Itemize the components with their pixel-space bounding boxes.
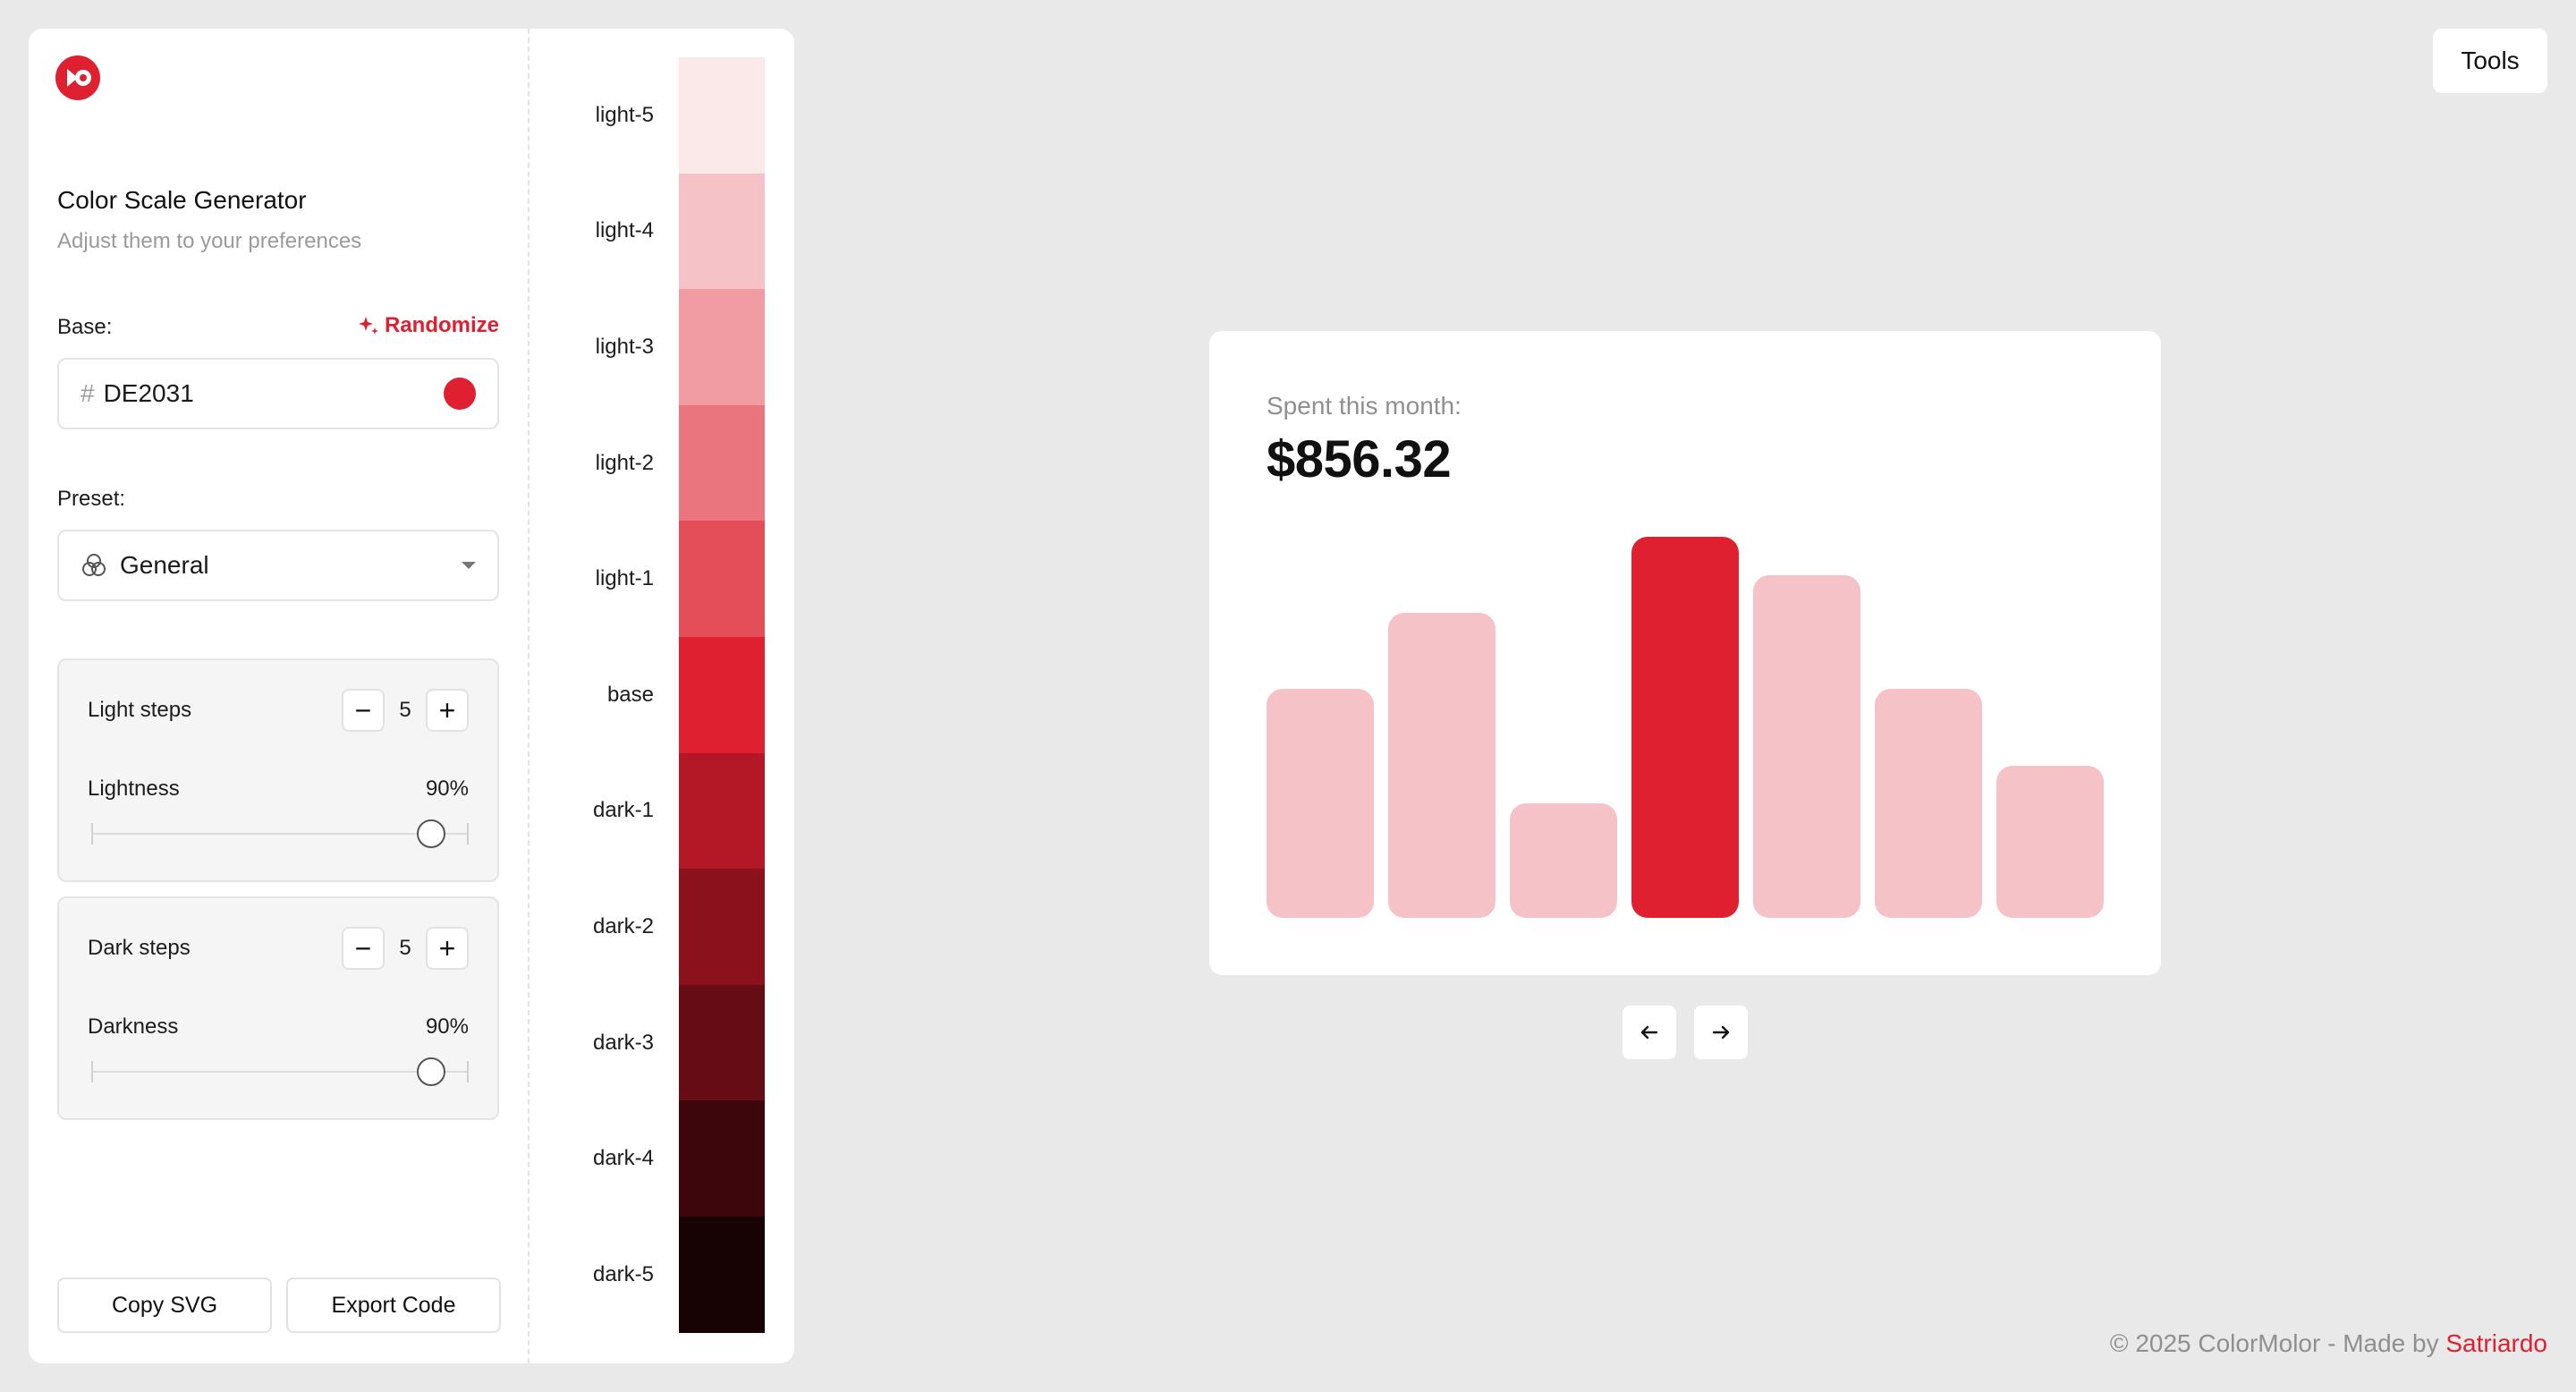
scale-step-dark-1[interactable]: dark-1 [593, 752, 765, 870]
slider-thumb[interactable] [416, 1057, 445, 1086]
darkness-slider[interactable] [91, 1057, 469, 1086]
preset-select[interactable]: General [57, 530, 499, 601]
randomize-label: Randomize [384, 313, 499, 337]
base-color-value[interactable]: DE2031 [103, 379, 194, 407]
scale-label: dark-5 [592, 1261, 654, 1286]
scale-step-dark-3[interactable]: dark-3 [593, 984, 765, 1101]
light-steps-label: Light steps [88, 698, 192, 722]
increment-button[interactable]: + [426, 689, 469, 732]
spent-amount: $856.32 [1267, 430, 1452, 488]
footer: © 2025 ColorMolor - Made by Satriardo [2110, 1329, 2547, 1358]
hash-prefix: # [80, 379, 95, 407]
scale-step-light-2[interactable]: light-2 [596, 404, 765, 522]
sparkle-icon [358, 317, 378, 335]
panel-divider [528, 29, 530, 1363]
dark-steps-box: Dark steps − 5 + Darkness 90% [57, 896, 499, 1120]
lightness-slider[interactable] [91, 819, 469, 848]
preview-card: Spent this month: $856.32 [1209, 331, 2161, 975]
scale-step-light-4[interactable]: light-4 [596, 173, 765, 290]
chart-bar [1753, 574, 1860, 918]
scale-swatch[interactable] [679, 404, 765, 522]
slider-thumb[interactable] [416, 819, 445, 848]
light-steps-box: Light steps − 5 + Lightness 90% [57, 658, 499, 882]
chart-bar [1267, 689, 1374, 918]
darkness-value: 90% [425, 1014, 469, 1039]
decrement-button[interactable]: − [342, 927, 385, 970]
copy-svg-button[interactable]: Copy SVG [57, 1277, 272, 1333]
increment-button[interactable]: + [426, 927, 469, 970]
scale-swatch[interactable] [679, 1216, 765, 1333]
preset-label: Preset: [57, 487, 126, 511]
scale-label: dark-2 [592, 913, 654, 938]
preset-value: General [120, 551, 209, 579]
lightness-label: Lightness [88, 777, 180, 801]
scale-swatch[interactable] [679, 521, 765, 637]
color-swatch[interactable] [444, 378, 476, 410]
spent-label: Spent this month: [1267, 392, 1462, 420]
tools-button[interactable]: Tools [2433, 29, 2547, 93]
app-subtitle: Adjust them to your preferences [57, 229, 362, 253]
scale-step-dark-4[interactable]: dark-4 [593, 1100, 765, 1217]
chart-bar [1875, 689, 1982, 918]
scale-step-base[interactable]: base [607, 636, 765, 753]
chart-bar [1996, 765, 2104, 918]
author-link[interactable]: Satriardo [2445, 1329, 2547, 1357]
scale-swatch[interactable] [679, 752, 765, 870]
chevron-down-icon [462, 562, 476, 569]
scale-label: light-4 [595, 218, 654, 243]
scale-swatch[interactable] [679, 57, 765, 174]
scale-label: dark-1 [592, 798, 654, 823]
scale-swatch[interactable] [679, 289, 765, 405]
controls-column: Color Scale Generator Adjust them to you… [29, 29, 528, 1363]
scale-swatch[interactable] [679, 1100, 765, 1217]
chart-bar [1510, 803, 1617, 918]
scale-swatch[interactable] [679, 869, 765, 985]
scale-swatch[interactable] [679, 173, 765, 290]
dark-steps-value: 5 [399, 936, 411, 960]
scale-label: light-3 [595, 334, 654, 359]
chart-bar [1631, 537, 1739, 918]
app-title: Color Scale Generator [57, 186, 307, 214]
darkness-label: Darkness [88, 1014, 179, 1039]
dark-steps-stepper: − 5 + [342, 927, 469, 970]
circles-icon [82, 554, 106, 576]
color-scale: light-5 light-4 light-3 light-2 light-1 base d… [593, 57, 765, 1333]
arrow-left-icon [1640, 1025, 1658, 1040]
scale-label: light-5 [595, 102, 654, 127]
scale-step-dark-5[interactable]: dark-5 [593, 1216, 765, 1333]
lightness-value: 90% [425, 777, 469, 801]
export-code-button[interactable]: Export Code [286, 1277, 501, 1333]
next-button[interactable] [1694, 1006, 1748, 1059]
arrow-right-icon [1712, 1025, 1730, 1040]
settings-panel: Color Scale Generator Adjust them to you… [29, 29, 794, 1363]
dark-steps-label: Dark steps [88, 936, 191, 960]
scale-label: dark-4 [592, 1146, 654, 1171]
scale-step-light-1[interactable]: light-1 [596, 521, 765, 637]
prev-button[interactable] [1623, 1006, 1676, 1059]
randomize-button[interactable]: Randomize [358, 313, 499, 338]
chart-bar [1388, 613, 1496, 918]
scale-swatch[interactable] [679, 984, 765, 1101]
light-steps-stepper: − 5 + [342, 689, 469, 732]
light-steps-value: 5 [399, 698, 411, 722]
scale-label: light-2 [595, 450, 654, 475]
scale-label: base [606, 682, 654, 707]
scale-step-light-5[interactable]: light-5 [596, 57, 765, 174]
scale-label: dark-3 [592, 1030, 654, 1055]
decrement-button[interactable]: − [342, 689, 385, 732]
bar-chart [1267, 537, 2104, 918]
colormolor-logo [55, 55, 100, 100]
scale-step-light-3[interactable]: light-3 [596, 289, 765, 405]
scale-step-dark-2[interactable]: dark-2 [593, 869, 765, 985]
scale-label: light-1 [595, 566, 654, 591]
base-label: Base: [57, 315, 113, 339]
scale-swatch[interactable] [679, 636, 765, 753]
footer-text: © 2025 ColorMolor - Made by [2109, 1329, 2446, 1357]
base-color-input[interactable]: # DE2031 [57, 358, 499, 429]
